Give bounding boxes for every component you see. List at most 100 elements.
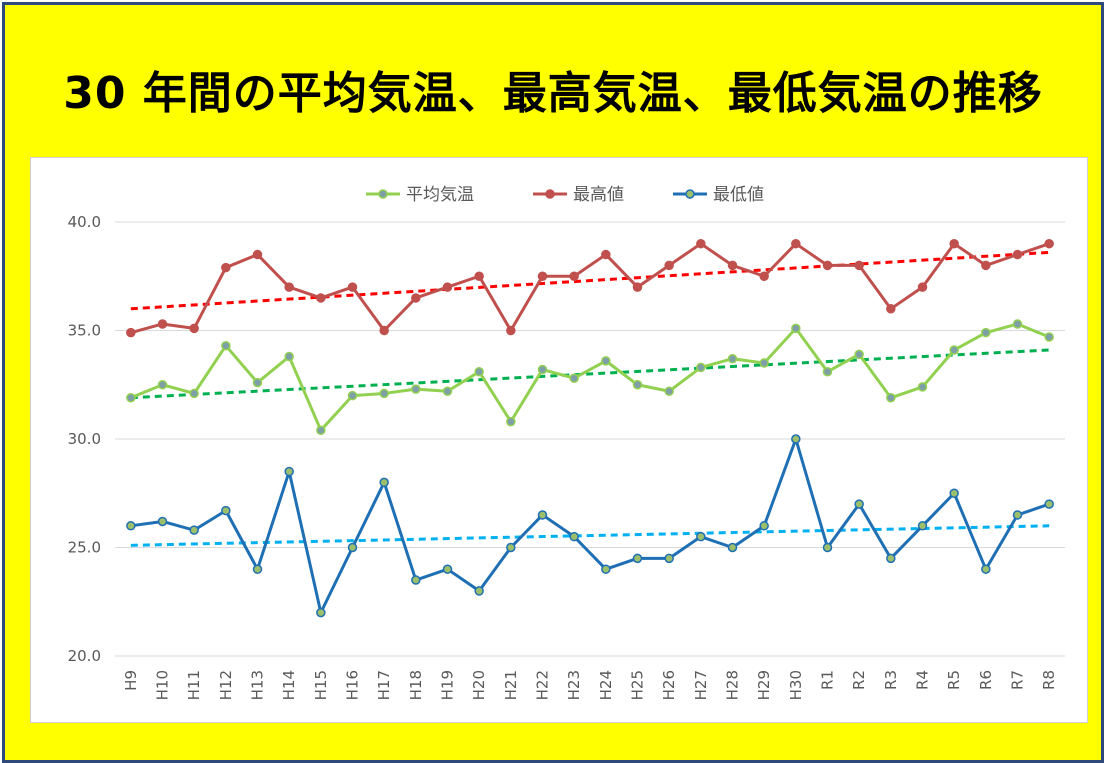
data-point <box>696 238 706 249</box>
x-tick-label: R1 <box>819 670 837 690</box>
data-point <box>284 351 294 362</box>
x-tick-label: H15 <box>312 670 330 700</box>
data-point <box>569 373 579 383</box>
data-point <box>252 377 263 388</box>
series-group <box>126 238 1054 618</box>
data-point <box>981 564 991 574</box>
data-point <box>252 564 263 574</box>
data-point <box>442 564 453 574</box>
data-point <box>632 282 643 292</box>
x-axis-labels: H9 H10 H11 H12 H13 H14 H15 H16 H17 H18 H19 H20 H21 H2… <box>122 670 1058 700</box>
data-point <box>189 323 199 334</box>
series-line <box>130 242 1050 335</box>
data-point <box>759 521 769 531</box>
data-point <box>474 366 484 377</box>
data-point <box>221 505 231 516</box>
x-tick-label: H14 <box>280 670 298 700</box>
x-tick-label: H12 <box>217 670 235 700</box>
data-point <box>537 271 548 281</box>
data-point <box>252 249 263 260</box>
data-point <box>411 293 421 303</box>
data-point <box>727 260 738 271</box>
legend-swatch-marker <box>545 189 555 199</box>
data-point <box>791 434 801 444</box>
data-point <box>157 516 168 527</box>
data-point <box>759 271 769 281</box>
data-point <box>442 386 453 397</box>
data-point <box>569 271 579 281</box>
data-point <box>347 282 358 292</box>
x-tick-label: R6 <box>977 670 995 690</box>
legend-label: 平均気温 <box>406 185 474 205</box>
x-tick-label: H19 <box>439 670 457 700</box>
data-point <box>949 238 959 249</box>
data-point <box>822 542 833 553</box>
data-point <box>411 575 421 585</box>
data-point <box>411 384 421 394</box>
legend: 平均気温 最高値 最低値 <box>366 185 764 205</box>
data-point <box>601 356 611 366</box>
chart-panel: 20.0 25.0 30.0 35.0 40.0 H9 H10 H11 H12 H13 H14 H1… <box>30 157 1088 723</box>
data-point <box>474 586 484 596</box>
data-point <box>1044 332 1054 342</box>
data-point <box>316 425 326 436</box>
y-tick-label: 20.0 <box>68 647 101 665</box>
data-point <box>632 553 643 564</box>
page-title: 30 年間の平均気温、最高気温、最低気温の推移 <box>63 68 1043 119</box>
data-point <box>854 349 864 360</box>
grid-lines <box>115 221 1065 657</box>
x-tick-label: R2 <box>850 670 868 690</box>
legend-label: 最高値 <box>573 185 624 205</box>
data-point <box>506 325 516 336</box>
data-point <box>221 340 231 351</box>
data-point <box>727 542 738 553</box>
data-point <box>1044 238 1054 249</box>
trendline <box>130 348 1050 400</box>
data-point <box>949 488 959 498</box>
legend-swatch-marker <box>685 189 695 199</box>
trendline <box>130 524 1050 547</box>
data-point <box>379 477 389 488</box>
data-point <box>1044 499 1054 509</box>
data-point <box>727 353 738 364</box>
data-point <box>284 282 294 292</box>
data-point <box>822 366 833 377</box>
x-tick-label: H11 <box>185 670 203 700</box>
data-point <box>474 271 484 281</box>
data-point <box>442 282 453 292</box>
y-axis-labels: 20.0 25.0 30.0 35.0 40.0 <box>68 213 101 665</box>
data-point <box>601 249 611 260</box>
legend-label: 最低値 <box>713 185 764 205</box>
data-point <box>791 238 801 249</box>
trendline <box>130 250 1050 311</box>
x-tick-label: H24 <box>597 670 615 700</box>
data-point <box>379 388 389 399</box>
data-point <box>347 542 358 553</box>
data-point <box>664 260 674 271</box>
data-point <box>284 466 294 477</box>
x-tick-label: R3 <box>882 670 900 690</box>
data-point <box>1012 510 1023 520</box>
legend-swatch-marker <box>378 189 388 199</box>
data-point <box>126 393 136 403</box>
trendlines <box>130 250 1050 547</box>
x-tick-label: R7 <box>1009 670 1027 690</box>
data-point <box>791 323 801 334</box>
data-point <box>316 293 326 303</box>
x-tick-label: R5 <box>945 670 963 690</box>
y-tick-label: 40.0 <box>68 213 101 231</box>
data-point <box>917 521 928 531</box>
data-point <box>981 327 991 338</box>
data-point <box>569 531 579 542</box>
y-tick-label: 25.0 <box>68 539 101 557</box>
data-point <box>917 282 928 292</box>
data-point <box>664 386 674 397</box>
data-point <box>696 362 706 373</box>
x-tick-label: H23 <box>565 670 583 700</box>
line-chart: 20.0 25.0 30.0 35.0 40.0 H9 H10 H11 H12 H13 H14 H1… <box>68 185 1065 700</box>
x-tick-label: R4 <box>914 670 932 690</box>
data-point <box>601 564 611 574</box>
data-point <box>886 553 896 564</box>
x-tick-label: H30 <box>787 670 805 700</box>
